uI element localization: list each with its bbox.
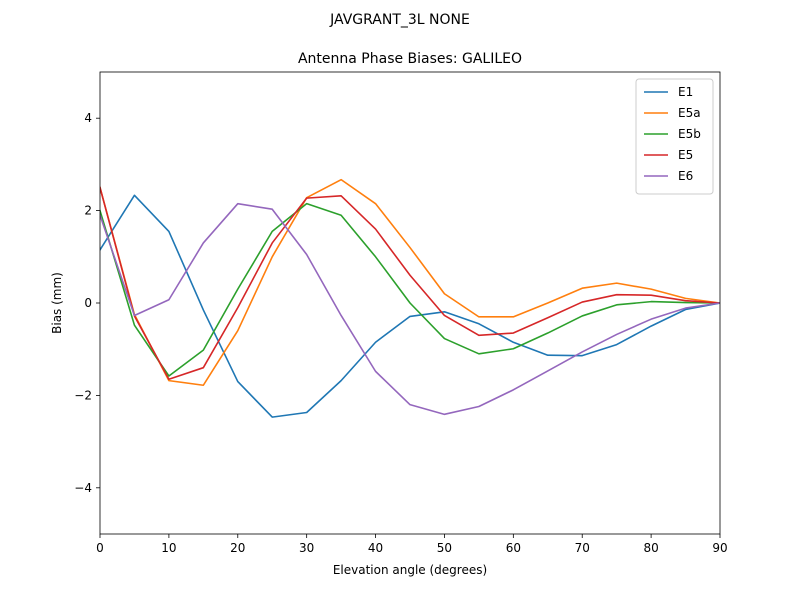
x-axis-label: Elevation angle (degrees): [333, 563, 487, 577]
y-tick-label: 4: [84, 111, 92, 125]
y-axis: −4 −2 0 2 4: [74, 111, 100, 495]
y-tick-label: −4: [74, 481, 92, 495]
y-tick-label: 0: [84, 296, 92, 310]
x-tick-label: 90: [712, 541, 727, 555]
legend-label: E5a: [678, 106, 701, 120]
x-tick-label: 10: [161, 541, 176, 555]
legend-box: [635, 78, 714, 195]
legend-label: E5b: [678, 127, 701, 141]
legend-item-e6: E6: [644, 169, 693, 183]
x-tick-label: 70: [575, 541, 590, 555]
x-tick-label: 30: [299, 541, 314, 555]
legend-item-e5: E5: [644, 148, 693, 162]
x-tick-label: 20: [230, 541, 245, 555]
x-tick-label: 80: [643, 541, 658, 555]
y-tick-label: 2: [84, 204, 92, 218]
plot-area: 0 10 20 30 40 50 60 70 80 90 −4 −2 0 2 4: [74, 71, 728, 555]
x-axis: 0 10 20 30 40 50 60 70 80 90: [96, 534, 728, 555]
chart-suptitle: JAVGRANT_3L NONE: [329, 12, 470, 28]
x-tick-label: 50: [437, 541, 452, 555]
chart-title: Antenna Phase Biases: GALILEO: [298, 51, 522, 67]
x-tick-label: 40: [368, 541, 383, 555]
legend-label: E6: [678, 169, 693, 183]
series-line-e6: [100, 202, 720, 416]
x-tick-label: 60: [506, 541, 521, 555]
series-line-e1: [100, 194, 720, 418]
y-axis-label: Bias (mm): [50, 272, 64, 334]
legend-label: E1: [678, 85, 693, 99]
legend-item-e5a: E5a: [644, 106, 701, 120]
legend-label: E5: [678, 148, 693, 162]
y-tick-label: −2: [74, 388, 92, 402]
legend-item-e5b: E5b: [644, 127, 701, 141]
legend: E1 E5a E5b E5 E6: [635, 78, 714, 195]
series-line-e5a: [100, 178, 720, 387]
series-layer: [100, 178, 720, 418]
series-line-e5: [100, 186, 720, 381]
x-tick-label: 0: [96, 541, 104, 555]
legend-item-e1: E1: [644, 85, 693, 99]
series-line-e5b: [100, 202, 720, 377]
